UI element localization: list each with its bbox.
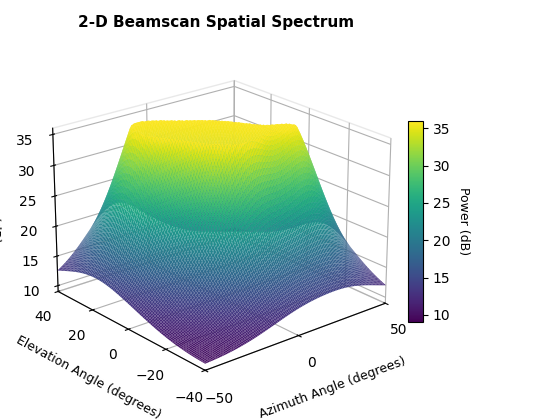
Y-axis label: Elevation Angle (degrees): Elevation Angle (degrees) <box>14 334 163 420</box>
X-axis label: Azimuth Angle (degrees): Azimuth Angle (degrees) <box>258 354 408 420</box>
Title: 2-D Beamscan Spatial Spectrum: 2-D Beamscan Spatial Spectrum <box>78 15 354 30</box>
Y-axis label: Power (dB): Power (dB) <box>456 187 470 256</box>
